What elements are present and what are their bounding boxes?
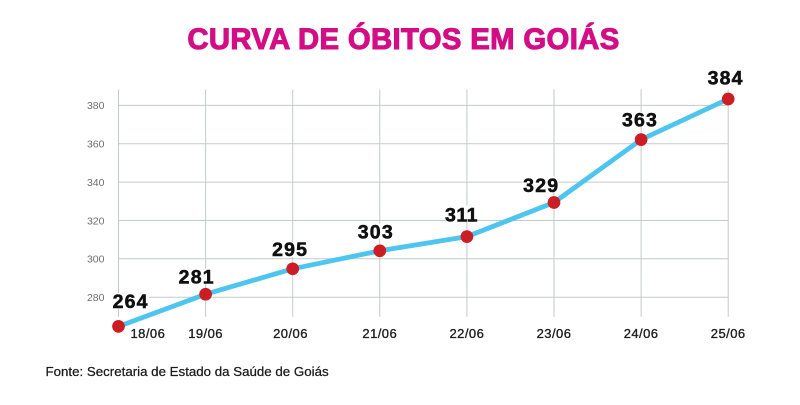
svg-text:19/06: 19/06 [188, 326, 223, 341]
svg-text:Fonte: Secretaria de Estado da: Fonte: Secretaria de Estado da Saúde de … [46, 364, 329, 379]
svg-text:384: 384 [708, 68, 744, 90]
svg-text:280: 280 [87, 292, 105, 304]
svg-text:22/06: 22/06 [450, 326, 485, 341]
svg-text:25/06: 25/06 [711, 326, 746, 341]
svg-text:320: 320 [87, 215, 105, 227]
svg-text:23/06: 23/06 [537, 326, 572, 341]
svg-text:295: 295 [272, 239, 308, 261]
svg-text:18/06: 18/06 [131, 326, 166, 341]
svg-text:21/06: 21/06 [362, 326, 397, 341]
svg-text:20/06: 20/06 [273, 326, 308, 341]
svg-text:303: 303 [358, 221, 394, 243]
svg-text:281: 281 [179, 267, 215, 289]
svg-text:363: 363 [622, 110, 658, 132]
svg-text:329: 329 [523, 175, 559, 197]
svg-text:380: 380 [87, 100, 105, 112]
svg-text:311: 311 [445, 205, 478, 227]
svg-text:24/06: 24/06 [624, 326, 659, 341]
svg-text:CURVA DE ÓBITOS EM GOIÁS: CURVA DE ÓBITOS EM GOIÁS [187, 22, 619, 56]
svg-text:264: 264 [113, 291, 149, 313]
svg-text:300: 300 [87, 254, 105, 266]
svg-text:340: 340 [87, 177, 105, 189]
svg-text:360: 360 [87, 139, 105, 151]
